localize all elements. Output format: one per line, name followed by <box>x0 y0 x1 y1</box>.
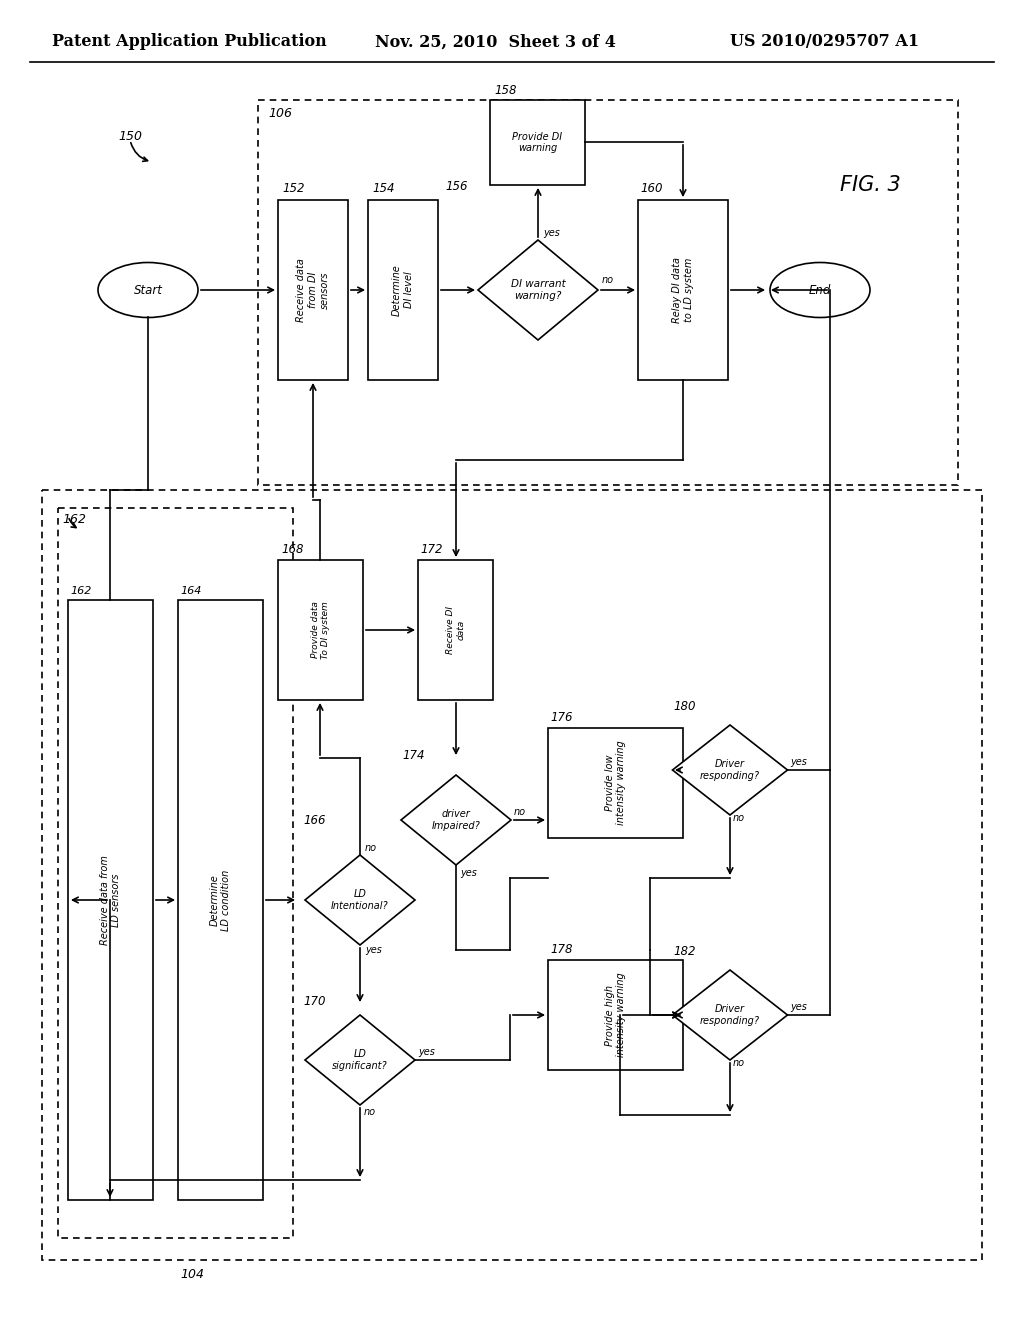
Text: yes: yes <box>543 228 560 238</box>
Text: no: no <box>365 843 377 853</box>
FancyBboxPatch shape <box>418 560 493 700</box>
Text: yes: yes <box>460 869 477 878</box>
FancyBboxPatch shape <box>68 601 153 1200</box>
Text: Receive data
from DI
sensors: Receive data from DI sensors <box>296 259 330 322</box>
Polygon shape <box>305 1015 415 1105</box>
Text: no: no <box>733 1059 745 1068</box>
Text: 176: 176 <box>550 711 572 723</box>
Polygon shape <box>478 240 598 341</box>
Text: DI warrant
warning?: DI warrant warning? <box>511 280 565 301</box>
Text: 178: 178 <box>550 942 572 956</box>
Text: yes: yes <box>790 756 807 767</box>
Text: 166: 166 <box>303 814 326 828</box>
Polygon shape <box>401 775 511 865</box>
Text: FIG. 3: FIG. 3 <box>840 176 901 195</box>
FancyBboxPatch shape <box>638 201 728 380</box>
Text: 162: 162 <box>70 586 91 597</box>
Text: Driver
responding?: Driver responding? <box>700 1005 760 1026</box>
Polygon shape <box>673 725 787 814</box>
Text: Start: Start <box>133 284 163 297</box>
Text: 164: 164 <box>180 586 202 597</box>
Text: driver
Impaired?: driver Impaired? <box>432 809 480 830</box>
Text: 172: 172 <box>420 543 442 556</box>
Text: yes: yes <box>365 945 382 954</box>
Text: Provide high
intensity warning: Provide high intensity warning <box>605 973 627 1057</box>
Polygon shape <box>305 855 415 945</box>
FancyBboxPatch shape <box>178 601 263 1200</box>
FancyBboxPatch shape <box>548 729 683 838</box>
Text: End: End <box>809 284 831 297</box>
FancyBboxPatch shape <box>548 960 683 1071</box>
Text: US 2010/0295707 A1: US 2010/0295707 A1 <box>730 33 920 50</box>
Text: Provide data
To DI system: Provide data To DI system <box>311 601 330 659</box>
Text: LD
significant?: LD significant? <box>332 1049 388 1071</box>
Text: 156: 156 <box>445 180 468 193</box>
Text: 182: 182 <box>673 945 695 958</box>
Text: no: no <box>514 807 526 817</box>
Text: yes: yes <box>790 1002 807 1012</box>
Text: 174: 174 <box>402 748 425 762</box>
Text: Determine
DI level: Determine DI level <box>392 264 414 315</box>
Text: 170: 170 <box>303 995 326 1008</box>
Text: 162: 162 <box>62 513 86 525</box>
Text: Provide DI
warning: Provide DI warning <box>512 132 562 153</box>
Text: 168: 168 <box>281 543 303 556</box>
Text: 154: 154 <box>372 182 394 195</box>
FancyBboxPatch shape <box>368 201 438 380</box>
Text: Provide low
intensity warning: Provide low intensity warning <box>605 741 627 825</box>
Text: Determine
LD condition: Determine LD condition <box>210 870 231 931</box>
Text: 104: 104 <box>180 1269 204 1280</box>
Text: Relay DI data
to LD system: Relay DI data to LD system <box>672 257 694 323</box>
FancyBboxPatch shape <box>490 100 585 185</box>
Polygon shape <box>673 970 787 1060</box>
Text: no: no <box>364 1107 376 1117</box>
Text: 150: 150 <box>118 129 142 143</box>
Text: Driver
responding?: Driver responding? <box>700 759 760 781</box>
Text: no: no <box>602 275 614 285</box>
Text: Receive data from
LD sensors: Receive data from LD sensors <box>99 855 121 945</box>
Ellipse shape <box>770 263 870 318</box>
Ellipse shape <box>98 263 198 318</box>
Text: 106: 106 <box>268 107 292 120</box>
Text: Patent Application Publication: Patent Application Publication <box>52 33 327 50</box>
Text: Nov. 25, 2010  Sheet 3 of 4: Nov. 25, 2010 Sheet 3 of 4 <box>375 33 615 50</box>
FancyBboxPatch shape <box>278 201 348 380</box>
FancyBboxPatch shape <box>278 560 362 700</box>
Text: LD
Intentional?: LD Intentional? <box>331 890 389 911</box>
Text: yes: yes <box>418 1047 435 1057</box>
Text: no: no <box>733 813 745 822</box>
Text: 152: 152 <box>282 182 304 195</box>
Text: Receive DI
data: Receive DI data <box>445 606 465 653</box>
Text: 158: 158 <box>494 84 516 96</box>
Text: 180: 180 <box>673 700 695 713</box>
Text: 160: 160 <box>640 182 663 195</box>
